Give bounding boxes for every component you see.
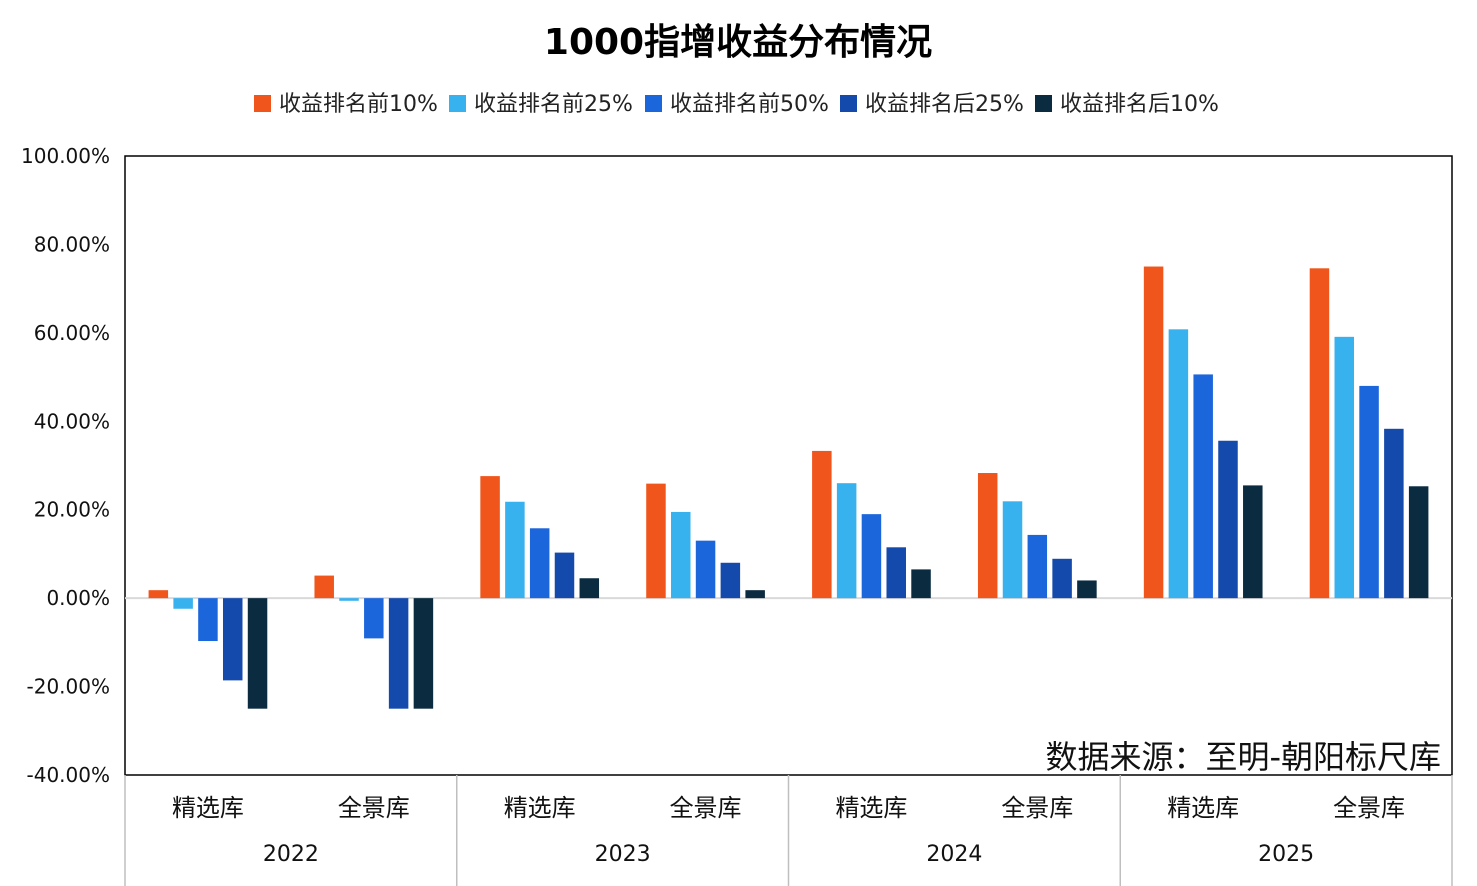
- x-category-label: 精选库: [1167, 794, 1239, 822]
- y-tick-label: 100.00%: [21, 144, 110, 168]
- x-year-label: 2024: [926, 842, 982, 867]
- bar: [911, 569, 931, 599]
- bar: [671, 511, 691, 599]
- legend-swatch: [645, 95, 662, 112]
- x-year-label: 2023: [595, 842, 651, 867]
- legend-label: 收益排名后25%: [865, 92, 1024, 117]
- x-category-label: 精选库: [835, 794, 907, 822]
- bar: [646, 483, 666, 599]
- bar: [364, 598, 384, 639]
- x-year-label: 2022: [263, 842, 319, 867]
- bar: [1359, 385, 1379, 599]
- bar: [720, 562, 741, 599]
- y-tick-label: 20.00%: [34, 498, 110, 522]
- bar: [886, 547, 906, 599]
- bar: [1218, 440, 1238, 599]
- bar: [554, 552, 575, 599]
- bar: [1168, 329, 1189, 599]
- bar: [148, 590, 169, 599]
- x-year-label: 2025: [1258, 842, 1314, 867]
- bar: [1143, 266, 1164, 599]
- bar: [1309, 268, 1330, 599]
- x-axis: 精选库 全景库 2022 精选库 全景库 2023 精选库 全景库 2024 精选库 全景库 2025: [124, 775, 1453, 886]
- bar: [314, 575, 334, 599]
- legend-swatch: [840, 95, 857, 112]
- bar: [388, 598, 409, 709]
- y-tick-label: 60.00%: [34, 321, 110, 345]
- y-tick-label: 80.00%: [34, 232, 110, 256]
- legend-swatch: [449, 95, 466, 112]
- bar: [1243, 485, 1263, 599]
- bar: [173, 598, 193, 609]
- bar: [339, 598, 359, 601]
- bar: [812, 450, 832, 599]
- bar: [198, 598, 218, 642]
- y-axis: 100.00% 80.00% 60.00% 40.00% 20.00% 0.00% -20.…: [21, 144, 110, 787]
- bar: [413, 598, 434, 709]
- x-category-label: 全景库: [338, 794, 410, 822]
- bar: [1408, 486, 1429, 599]
- bar: [1384, 428, 1404, 599]
- legend-label: 收益排名后10%: [1060, 92, 1219, 117]
- bar: [1077, 580, 1097, 599]
- source-annotation: 数据来源：至明-朝阳标尺库: [1045, 738, 1441, 776]
- bar: [695, 540, 716, 599]
- y-tick-label: 40.00%: [34, 409, 110, 433]
- bar: [247, 598, 268, 709]
- bar: [977, 473, 998, 599]
- bar: [222, 598, 243, 681]
- legend: 收益排名前10% 收益排名前25% 收益排名前50% 收益排名后25% 收益排名后10%: [254, 92, 1219, 117]
- legend-label: 收益排名前10%: [279, 92, 438, 117]
- bars: [148, 266, 1429, 709]
- legend-swatch: [254, 95, 271, 112]
- bar: [836, 483, 857, 599]
- bar: [1334, 336, 1355, 599]
- bar: [480, 476, 500, 599]
- bar: [505, 501, 525, 599]
- bar: [529, 528, 550, 599]
- x-category-label: 全景库: [670, 794, 742, 822]
- x-category-label: 精选库: [172, 794, 244, 822]
- plot-area-border: [124, 155, 1453, 776]
- bar: [579, 578, 600, 599]
- y-tick-label: -20.00%: [27, 675, 110, 699]
- bar: [861, 514, 882, 599]
- legend-label: 收益排名前50%: [670, 92, 829, 117]
- x-category-label: 精选库: [504, 794, 576, 822]
- y-tick-label: -40.00%: [27, 763, 110, 787]
- bar: [1002, 501, 1023, 599]
- bar: [1193, 374, 1213, 599]
- bar: [745, 590, 765, 599]
- legend-swatch: [1035, 95, 1052, 112]
- bar: [1052, 558, 1072, 599]
- chart-title: 1000指增收益分布情况: [544, 22, 932, 63]
- x-category-label: 全景库: [1001, 794, 1073, 822]
- y-tick-label: 0.00%: [46, 586, 110, 610]
- bar: [1027, 534, 1048, 599]
- legend-label: 收益排名前25%: [474, 92, 633, 117]
- x-category-label: 全景库: [1333, 794, 1405, 822]
